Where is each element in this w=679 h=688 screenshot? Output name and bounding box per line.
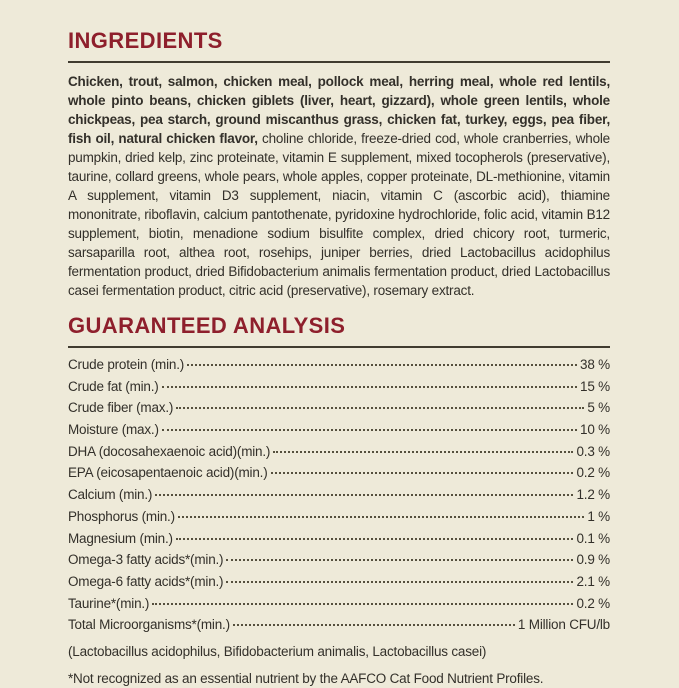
- table-row: Total Microorganisms*(min.) 1 Million CF…: [68, 617, 610, 639]
- row-label: Phosphorus (min.): [68, 508, 175, 524]
- leader-dots: [270, 472, 574, 475]
- table-row: Calcium (min.) 1.2 %: [68, 487, 610, 509]
- row-label: Taurine*(min.): [68, 595, 150, 611]
- table-row: Omega-3 fatty acids*(min.) 0.9 %: [68, 552, 610, 574]
- ingredients-primary-text: Chicken, trout, salmon, chicken meal, po…: [68, 74, 610, 146]
- ingredients-secondary-text: choline chloride, freeze-dried cod, whol…: [68, 131, 610, 298]
- table-row: DHA (docosahexaenoic acid)(min.) 0.3 %: [68, 444, 610, 466]
- leader-dots: [232, 624, 515, 627]
- leader-dots: [175, 537, 574, 540]
- table-row: Magnesium (min.) 0.1 %: [68, 531, 610, 553]
- leader-dots: [273, 450, 574, 453]
- row-value: 0.9 %: [576, 552, 610, 568]
- ingredients-heading: INGREDIENTS: [68, 28, 223, 53]
- table-row: Crude protein (min.) 38 %: [68, 357, 610, 379]
- row-label: Total Microorganisms*(min.): [68, 617, 230, 633]
- row-value: 1.2 %: [576, 487, 610, 503]
- leader-dots: [155, 494, 574, 497]
- row-label: Omega-3 fatty acids*(min.): [68, 552, 224, 568]
- row-value: 0.1 %: [576, 530, 610, 546]
- leader-dots: [226, 580, 574, 583]
- ingredients-text: Chicken, trout, salmon, chicken meal, po…: [68, 72, 610, 300]
- row-label: DHA (docosahexaenoic acid)(min.): [68, 443, 271, 459]
- row-value: 1 %: [587, 508, 610, 524]
- row-value: 15 %: [580, 378, 610, 394]
- row-value: 0.2 %: [576, 595, 610, 611]
- row-label: Magnesium (min.): [68, 530, 173, 546]
- row-value: 0.2 %: [576, 465, 610, 481]
- leader-dots: [226, 559, 574, 562]
- row-value: 10 %: [580, 422, 610, 438]
- row-label: Crude protein (min.): [68, 357, 185, 372]
- leader-dots: [177, 515, 585, 518]
- row-label: Omega-6 fatty acids*(min.): [68, 573, 224, 589]
- ingredients-section: INGREDIENTS Chicken, trout, salmon, chic…: [68, 28, 610, 300]
- analysis-table: Crude protein (min.) 38 % Crude fat (min…: [68, 357, 610, 639]
- table-row: Crude fiber (max.) 5 %: [68, 400, 610, 422]
- row-label: Moisture (max.): [68, 422, 159, 438]
- table-row: Omega-6 fatty acids*(min.) 2.1 %: [68, 574, 610, 596]
- leader-dots: [152, 602, 574, 605]
- microorganisms-detail: (Lactobacillus acidophilus, Bifidobacter…: [68, 643, 487, 659]
- row-value: 5 %: [587, 400, 610, 416]
- row-value: 1 Million CFU/lb: [517, 617, 610, 633]
- guaranteed-analysis-section: GUARANTEED ANALYSIS Crude protein (min.)…: [68, 313, 610, 688]
- guaranteed-analysis-divider: [68, 346, 610, 348]
- leader-dots: [176, 407, 585, 410]
- leader-dots: [187, 364, 578, 366]
- row-value: 2.1 %: [576, 573, 610, 589]
- row-label: EPA (eicosapentaenoic acid)(min.): [68, 465, 268, 481]
- table-row: EPA (eicosapentaenoic acid)(min.) 0.2 %: [68, 465, 610, 487]
- row-label: Calcium (min.): [68, 487, 153, 503]
- table-row: Moisture (max.) 10 %: [68, 422, 610, 444]
- table-row: Phosphorus (min.) 1 %: [68, 509, 610, 531]
- table-row: Taurine*(min.) 0.2 %: [68, 596, 610, 618]
- aafco-footnote: *Not recognized as an essential nutrient…: [68, 670, 544, 686]
- table-row: Crude fat (min.) 15 %: [68, 379, 610, 401]
- row-label: Crude fiber (max.): [68, 400, 174, 416]
- row-value: 38 %: [580, 357, 610, 372]
- ingredients-divider: [68, 61, 610, 63]
- row-label: Crude fat (min.): [68, 378, 159, 394]
- leader-dots: [161, 385, 578, 388]
- guaranteed-analysis-heading: GUARANTEED ANALYSIS: [68, 313, 346, 338]
- row-value: 0.3 %: [576, 443, 610, 459]
- leader-dots: [161, 429, 578, 432]
